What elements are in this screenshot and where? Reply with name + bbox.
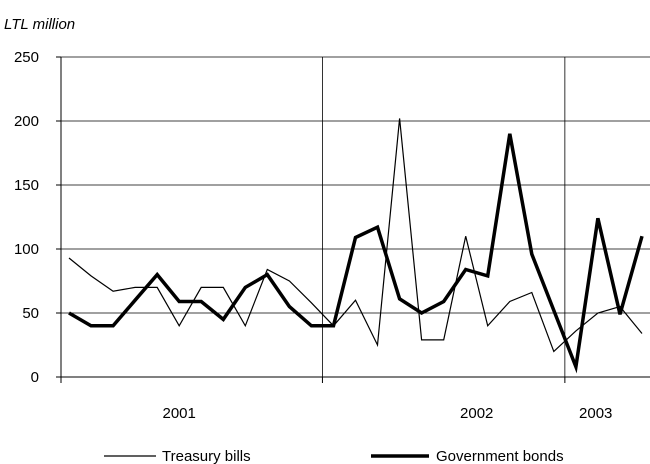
x-year-label: 2001 [163,405,196,422]
series-line-government-bonds [68,133,644,374]
legend-label: Treasury bills [162,448,251,464]
y-tick-label: 100 [14,241,39,258]
legend-label: Government bonds [436,448,564,464]
y-tick-labels: 0 50 100 150 200 250 [14,49,39,386]
y-tick-label: 200 [14,113,39,130]
y-tick-label: 250 [14,49,39,66]
legend: Treasury bills Government bonds [104,448,564,464]
y-unit-label: LTL million [4,16,75,33]
x-year-label: 2002 [460,405,493,422]
x-year-labels: 2001 2002 2003 [163,405,613,422]
axes [56,56,650,383]
y-tick-label: 50 [22,305,39,322]
series-lines [68,118,644,374]
x-year-label: 2003 [579,405,612,422]
y-tick-label: 150 [14,177,39,194]
grid [61,56,650,377]
series-line-treasury-bills [68,118,643,353]
y-tick-label: 0 [31,369,39,386]
